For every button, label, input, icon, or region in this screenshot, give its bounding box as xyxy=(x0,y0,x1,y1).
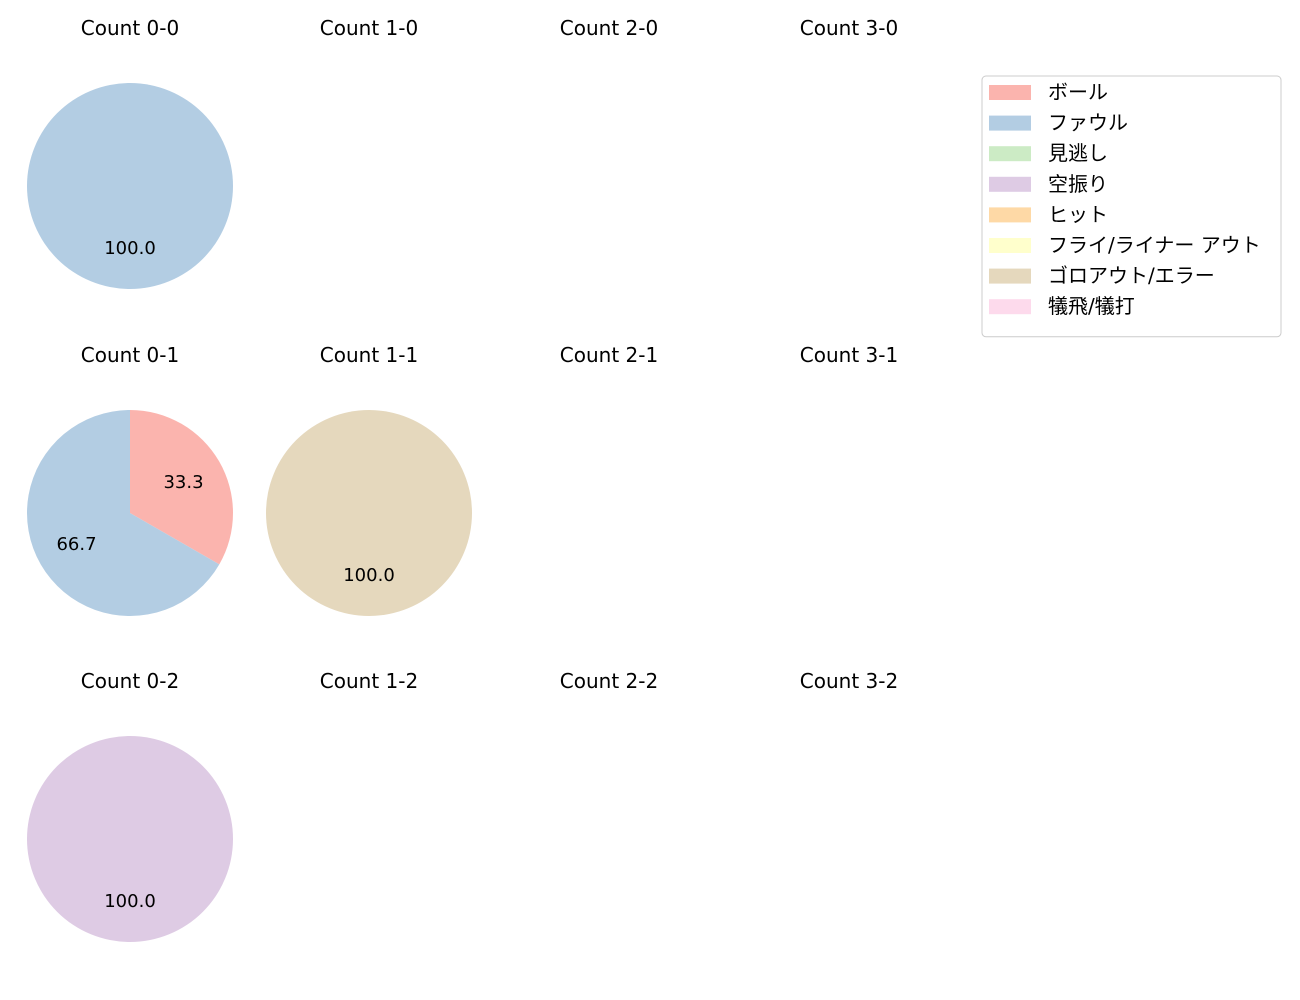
legend-label: 空振り xyxy=(1048,172,1108,196)
pie-panel: Count 0-2 100.0 xyxy=(27,669,233,942)
legend-label: ファウル xyxy=(1048,111,1128,135)
slice-percent-label: 33.3 xyxy=(163,472,203,493)
slice-percent-label: 100.0 xyxy=(104,238,156,259)
panel-title: Count 1-0 xyxy=(320,16,418,40)
pie-panel: Count 3-0 xyxy=(800,16,898,40)
legend-entry: フライ/ライナー アウト xyxy=(989,233,1261,257)
legend-swatch xyxy=(989,146,1031,162)
pie-panel: Count 2-2 xyxy=(560,669,658,693)
pie-panels: Count 0-0 100.0 Count 1-0 Count 2-0 Count 3-… xyxy=(26,16,898,942)
legend-label: フライ/ライナー アウト xyxy=(1048,233,1261,257)
pie-panel: Count 1-1 100.0 xyxy=(266,343,472,616)
panel-title: Count 0-1 xyxy=(81,343,179,367)
legend-entry: ファウル xyxy=(989,111,1128,135)
legend-swatch xyxy=(989,115,1031,131)
legend-label: ボール xyxy=(1048,80,1108,104)
panel-title: Count 2-2 xyxy=(560,669,658,693)
pie-panel: Count 3-2 xyxy=(800,669,898,693)
pie-panel: Count 3-1 xyxy=(800,343,898,367)
legend-swatch xyxy=(989,85,1031,100)
panel-title: Count 2-0 xyxy=(560,16,658,40)
legend-entry: ゴロアウト/エラー xyxy=(989,264,1215,288)
legend-swatch xyxy=(989,207,1031,223)
pie-slice xyxy=(26,410,220,616)
legend-swatch xyxy=(989,299,1031,315)
legend-swatch xyxy=(989,176,1031,192)
legend-label: 犠飛/犠打 xyxy=(1048,294,1135,318)
slice-percent-label: 100.0 xyxy=(104,891,156,912)
legend-swatch xyxy=(989,268,1031,284)
panel-title: Count 3-1 xyxy=(800,343,898,367)
slice-percent-label: 100.0 xyxy=(343,565,395,586)
legend-label: ヒット xyxy=(1048,202,1108,226)
legend-entry: ヒット xyxy=(989,202,1108,226)
legend-swatch xyxy=(989,238,1031,253)
legend-label: 見逃し xyxy=(1048,141,1108,165)
pie-slice xyxy=(27,736,233,942)
legend-frame xyxy=(981,75,1282,338)
legend-entry: 空振り xyxy=(989,172,1108,196)
pie-slice xyxy=(130,410,233,565)
legend-label: ゴロアウト/エラー xyxy=(1048,264,1215,288)
pie-panel: Count 0-1 33.3 66.7 xyxy=(26,343,233,616)
pie-slice xyxy=(27,83,233,289)
pie-panel: Count 1-2 xyxy=(320,669,418,693)
panel-title: Count 3-2 xyxy=(800,669,898,693)
panel-title: Count 2-1 xyxy=(560,343,658,367)
panel-title: Count 0-2 xyxy=(81,669,179,693)
panel-title: Count 3-0 xyxy=(800,16,898,40)
pie-panel: Count 0-0 100.0 xyxy=(27,16,233,289)
pie-panel: Count 1-0 xyxy=(320,16,418,40)
legend-entry: 見逃し xyxy=(989,141,1108,165)
pie-panel: Count 2-0 xyxy=(560,16,658,40)
slice-percent-label: 66.7 xyxy=(56,534,96,555)
panel-title: Count 1-2 xyxy=(320,669,418,693)
pie-panel: Count 2-1 xyxy=(560,343,658,367)
legend-entry: 犠飛/犠打 xyxy=(989,294,1135,318)
legend-entry: ボール xyxy=(989,80,1108,104)
panel-title: Count 1-1 xyxy=(320,343,418,367)
pie-slice xyxy=(266,410,472,616)
panel-title: Count 0-0 xyxy=(81,16,179,40)
